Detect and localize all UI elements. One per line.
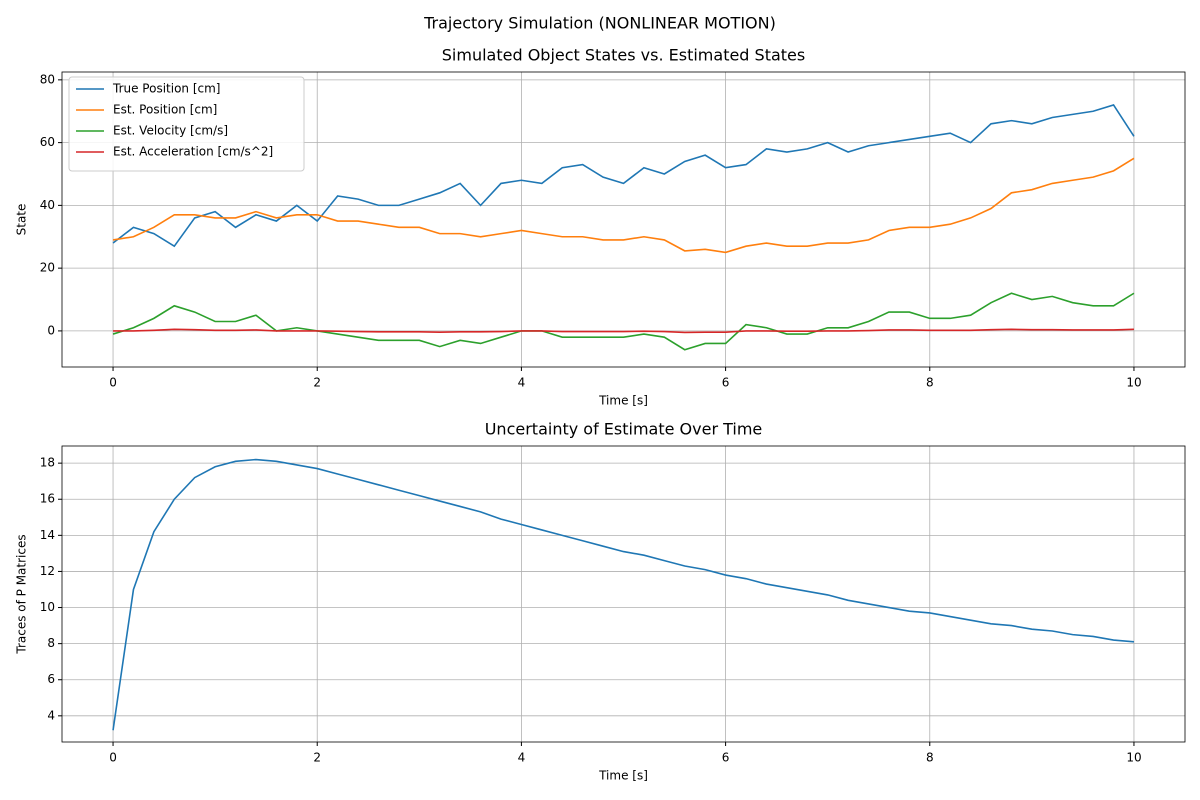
legend-label: Est. Velocity [cm/s] xyxy=(113,124,228,138)
y-tick-label: 16 xyxy=(40,492,55,506)
figure-title: Trajectory Simulation (NONLINEAR MOTION) xyxy=(423,14,776,33)
legend-label: True Position [cm] xyxy=(112,82,221,96)
x-tick-label: 6 xyxy=(722,376,730,390)
x-tick-label: 8 xyxy=(926,751,934,765)
y-axis-label: Traces of P Matrices xyxy=(15,534,29,654)
x-tick-label: 2 xyxy=(313,751,321,765)
axes-title: Simulated Object States vs. Estimated St… xyxy=(442,46,805,65)
x-tick-label: 10 xyxy=(1126,376,1141,390)
axes-frame xyxy=(61,445,1186,743)
series-line xyxy=(112,292,1135,351)
x-axis-label: Time [s] xyxy=(598,394,648,408)
legend-label: Est. Acceleration [cm/s^2] xyxy=(113,145,273,159)
axes-title: Uncertainty of Estimate Over Time xyxy=(485,420,763,439)
x-tick-label: 4 xyxy=(518,751,526,765)
x-tick-label: 6 xyxy=(722,751,730,765)
series-line xyxy=(113,328,1134,334)
x-tick-label: 2 xyxy=(313,376,321,390)
series-line xyxy=(112,104,1135,248)
x-tick-label: 4 xyxy=(518,376,526,390)
y-tick-label: 8 xyxy=(47,636,55,650)
legend: True Position [cm] Est. Position [cm] Est.… xyxy=(68,76,305,172)
series-line xyxy=(112,157,1135,254)
x-tick-label: 0 xyxy=(109,751,117,765)
x-tick-label: 8 xyxy=(926,376,934,390)
y-tick-label: 60 xyxy=(40,135,55,149)
y-tick-label: 0 xyxy=(47,323,55,337)
y-tick-label: 40 xyxy=(40,198,55,212)
y-tick-label: 18 xyxy=(40,456,55,470)
y-axis-label: State xyxy=(15,204,29,236)
x-axis-label: Time [s] xyxy=(598,769,648,783)
x-tick-label: 0 xyxy=(109,376,117,390)
y-tick-label: 10 xyxy=(40,600,55,614)
series-line xyxy=(112,458,1135,731)
y-tick-label: 12 xyxy=(40,564,55,578)
x-tick-label: 10 xyxy=(1126,751,1141,765)
y-tick-label: 14 xyxy=(40,528,55,542)
y-tick-label: 20 xyxy=(40,261,55,275)
legend-box xyxy=(68,76,305,172)
y-tick-label: 6 xyxy=(47,672,55,686)
y-tick-label: 4 xyxy=(47,708,55,722)
axes-frame xyxy=(61,71,1186,368)
legend-label: Est. Position [cm] xyxy=(113,103,217,117)
y-tick-label: 80 xyxy=(40,72,55,86)
